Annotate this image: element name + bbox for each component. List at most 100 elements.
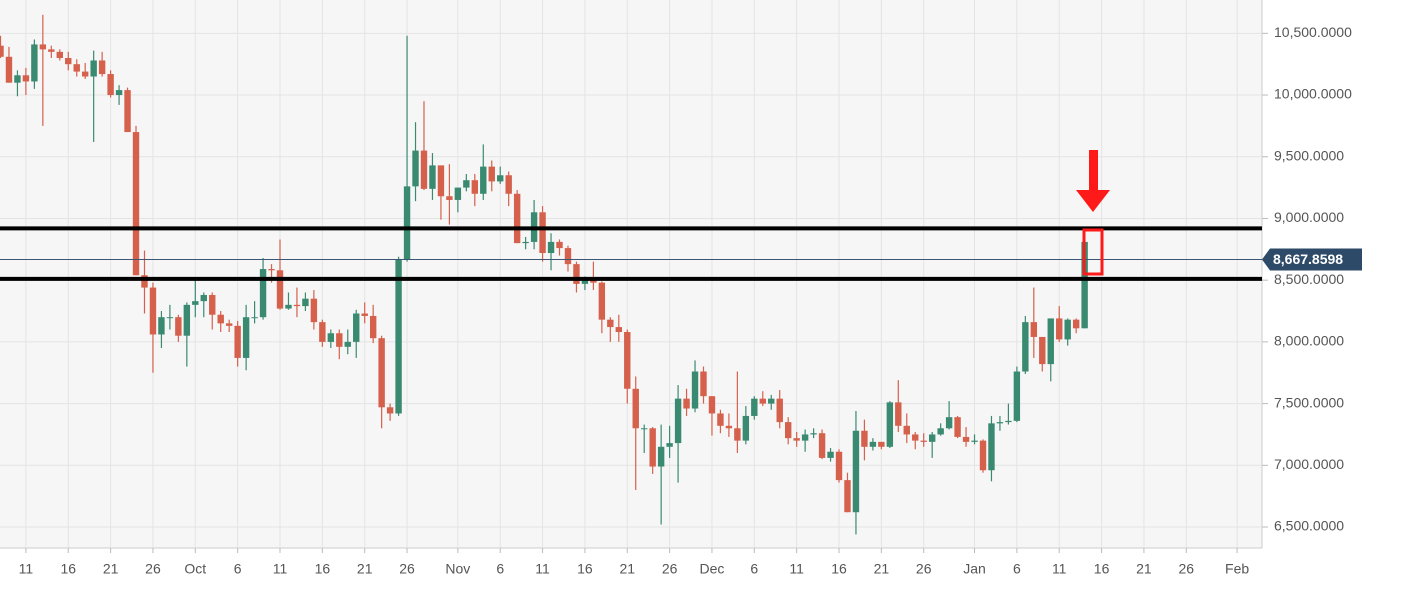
candle-body — [903, 425, 910, 435]
candle-body — [209, 294, 216, 315]
candle-body — [166, 317, 174, 319]
candle-body — [175, 317, 182, 336]
candle-body — [327, 333, 335, 342]
candle-body — [912, 434, 919, 441]
x-tick-label: Feb — [1225, 561, 1249, 577]
candle-body — [90, 60, 97, 77]
candle-body — [141, 275, 148, 288]
candle-body — [132, 132, 140, 276]
x-tick-label: 16 — [1094, 561, 1110, 577]
x-tick-label: 21 — [103, 561, 119, 577]
candle-body — [31, 44, 38, 82]
candle-body — [793, 438, 800, 441]
candle-body — [954, 417, 961, 437]
candle-body — [336, 333, 343, 347]
candle-body — [742, 415, 750, 441]
candle-body — [971, 440, 978, 442]
candle-body — [242, 317, 250, 358]
arrow-shaft — [1089, 150, 1098, 192]
x-tick-label: 6 — [1013, 561, 1021, 577]
arrow-head — [1076, 190, 1110, 212]
candle-body — [403, 186, 411, 260]
candle-body — [1030, 322, 1038, 337]
candle-body — [285, 304, 292, 309]
candle-body — [852, 430, 860, 513]
candle-body — [200, 294, 207, 302]
candle-body — [344, 341, 351, 347]
candle-body — [293, 304, 301, 307]
x-tick-label: 11 — [535, 561, 550, 577]
candle-body — [996, 422, 1004, 424]
candle-body — [1022, 322, 1029, 372]
candle-body — [0, 45, 4, 57]
candle-body — [573, 264, 580, 284]
candle-body — [1047, 318, 1054, 365]
candle-body — [734, 428, 741, 441]
candle-body — [564, 248, 572, 265]
x-tick-label: 26 — [399, 561, 415, 577]
candle-body — [412, 150, 419, 187]
candle-body — [615, 327, 622, 333]
candle-body — [539, 212, 546, 254]
candle-body — [556, 241, 563, 249]
candle-body — [666, 443, 673, 447]
candle-body — [1072, 319, 1080, 329]
candle-body — [979, 440, 987, 471]
candle-body — [395, 259, 402, 414]
candle-body — [149, 287, 157, 335]
y-tick-label: 8,500.0000 — [1274, 271, 1344, 287]
candle-body — [319, 322, 326, 342]
plot-background — [0, 0, 1262, 548]
candle-body — [454, 187, 462, 200]
candle-body — [259, 269, 267, 318]
annotation-arrow — [1076, 150, 1110, 276]
x-tick-label: 16 — [60, 561, 76, 577]
candle-body — [683, 398, 690, 409]
highlight-box — [1082, 228, 1104, 276]
candles — [0, 14, 1088, 535]
x-tick-label: 21 — [619, 561, 635, 577]
candle-body — [505, 175, 512, 194]
candle-body — [581, 280, 589, 284]
candle-body — [632, 388, 639, 429]
candle-body — [649, 428, 656, 467]
candle-body — [1005, 420, 1012, 423]
candle-body — [522, 241, 529, 244]
candle-body — [708, 396, 716, 414]
x-tick-label: Oct — [184, 561, 206, 577]
x-tick-label: 11 — [273, 561, 288, 577]
candle-body — [378, 338, 385, 408]
candle-body — [776, 398, 783, 423]
candle-body — [1081, 241, 1088, 329]
candle-body — [361, 313, 368, 316]
candle-body — [818, 433, 826, 458]
x-tick-label: 6 — [234, 561, 242, 577]
x-tick-label: 6 — [496, 561, 504, 577]
candle-body — [784, 422, 792, 439]
candle-body — [827, 451, 834, 458]
candle-body — [878, 441, 885, 447]
candle-body — [937, 428, 944, 435]
candle-body — [624, 332, 631, 389]
candle-body — [674, 398, 682, 444]
candle-body — [810, 433, 817, 435]
x-tick-label: 26 — [145, 561, 161, 577]
x-tick-label: 11 — [19, 561, 34, 577]
candle-body — [962, 436, 970, 442]
candle-body — [895, 402, 902, 426]
candle-body — [886, 402, 894, 447]
candle-body — [369, 315, 377, 339]
candle-body — [768, 398, 775, 404]
candle-body — [861, 430, 868, 447]
current-price-label: 8,667.8598 — [1273, 251, 1343, 267]
candle-body — [1039, 336, 1046, 365]
candle-body — [115, 90, 123, 96]
candle-body — [81, 71, 89, 77]
candle-body — [547, 241, 555, 254]
candle-body — [480, 166, 487, 194]
candle-body — [700, 371, 707, 397]
y-tick-label: 7,000.0000 — [1274, 456, 1344, 472]
candle-body — [5, 56, 13, 83]
